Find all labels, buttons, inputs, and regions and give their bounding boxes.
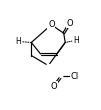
Text: H: H bbox=[15, 37, 21, 46]
Polygon shape bbox=[48, 66, 62, 77]
Text: O: O bbox=[67, 19, 73, 28]
Text: H: H bbox=[74, 36, 79, 45]
Text: O: O bbox=[48, 20, 55, 29]
Text: O: O bbox=[50, 82, 57, 91]
Text: Cl: Cl bbox=[70, 72, 79, 81]
